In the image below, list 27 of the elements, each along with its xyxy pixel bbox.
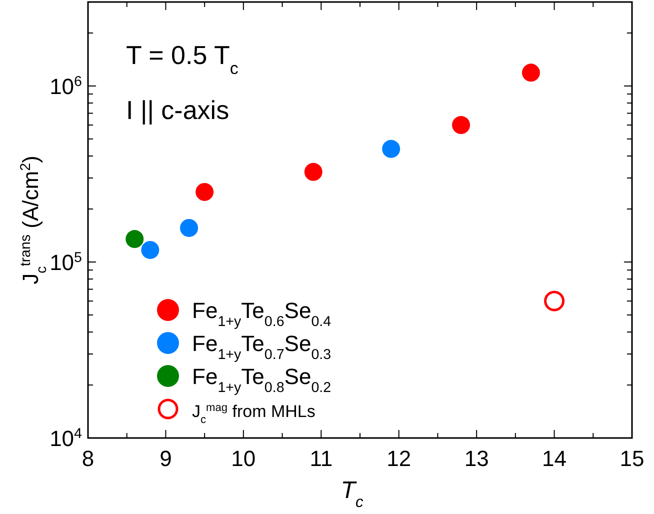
point	[544, 290, 565, 312]
annotation: I || c-axis	[126, 95, 230, 125]
x-tick-label: 13	[464, 446, 489, 471]
annotation: T = 0.5 T$_{c}$	[126, 40, 238, 78]
x-tick-label: 15	[620, 446, 644, 471]
legend-label: Fe$_{1+y}$Te$_{0.7}$Se$_{0.3}$	[192, 331, 332, 363]
x-tick-label: 12	[386, 446, 412, 471]
y-tick-label: 10$^{4}$	[50, 426, 82, 451]
legend-label: Fe$_{1+y}$Te$_{0.6}$Se$_{0.4}$	[192, 298, 332, 330]
point	[196, 182, 214, 201]
y-tick-label: 10$^{5}$	[50, 250, 82, 275]
legend-label: J$_{c}$$^{mag}$ from MHLs	[192, 402, 316, 426]
x-tick-label: 8	[82, 446, 94, 471]
x-tick-label: 14	[542, 446, 567, 471]
point	[126, 230, 144, 248]
point	[304, 162, 322, 181]
point	[382, 140, 400, 158]
point	[180, 219, 198, 237]
x-tick-label: 11	[310, 446, 333, 471]
x-tick-label: 10	[231, 446, 256, 471]
x-tick-label: 9	[160, 446, 172, 471]
legend-label: Fe$_{1+y}$Te$_{0.8}$Se$_{0.2}$	[192, 364, 332, 396]
point	[452, 116, 470, 134]
y-tick-label: 10$^{6}$	[50, 74, 82, 99]
point	[522, 64, 540, 82]
point	[141, 241, 160, 259]
x-axis-title: T$_{c}$	[340, 477, 364, 510]
